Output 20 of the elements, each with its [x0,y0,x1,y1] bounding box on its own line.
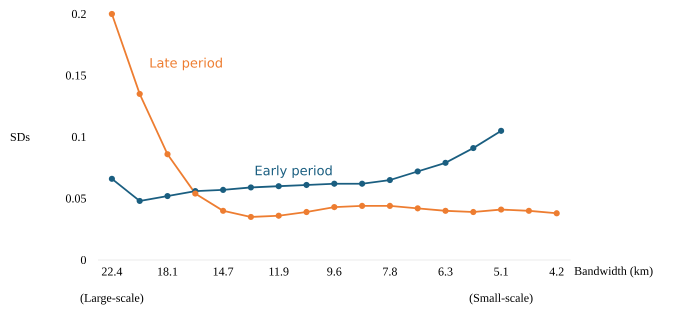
series-label: Early period [256,165,332,178]
x-axis-title: Bandwidth (km) [574,266,653,278]
x-tick-label: 7.8 [383,268,397,276]
y-tick-label: 0.15 [66,71,86,80]
x-tick-label: 6.3 [438,268,453,276]
y-tick-label: 0.2 [72,10,86,18]
x-tick-label: 18.1 [158,268,178,276]
y-axis-title: SDs [10,132,30,142]
x-tick-label: 11.9 [269,268,288,276]
y-tick-label: 0.05 [66,194,86,203]
y-tick-label: 0 [80,256,86,264]
text: (Large-scale) [80,294,144,304]
series-label: Late period [150,58,222,70]
x-tick-label: 14.7 [214,268,234,276]
x-tick-label: 9.6 [327,268,342,276]
x-tick-label: 4.2 [549,268,564,276]
text: (Small-scale) [470,294,533,304]
x-tick-label: 5.1 [494,268,508,276]
x-tick-label: 22.4 [102,268,122,276]
y-tick-label: 0.1 [72,132,86,142]
